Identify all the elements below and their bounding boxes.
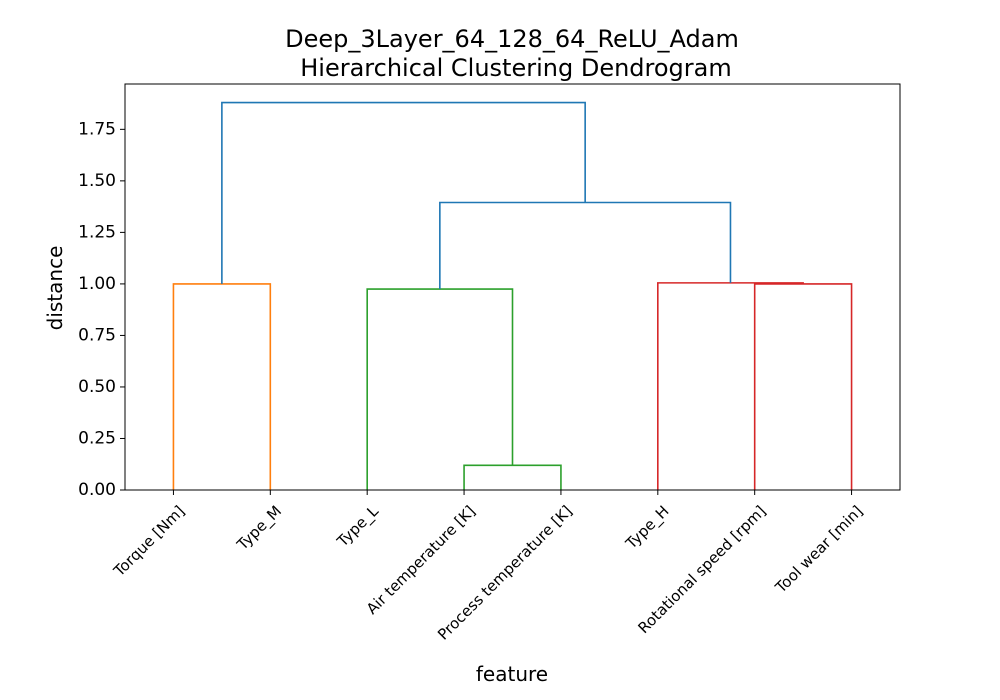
chart-subtitle: Hierarchical Clustering Dendrogram: [300, 54, 732, 82]
y-tick-label: 1.75: [78, 119, 116, 139]
dendrogram-link-2: [172, 283, 272, 490]
y-tick-label: 0.75: [78, 325, 116, 345]
leaf-label: Type_L: [333, 502, 383, 552]
plot-frame: [124, 83, 901, 491]
dendrogram-link-1: [463, 464, 562, 490]
y-tick-label: 0.50: [78, 377, 116, 397]
dendrogram-link-4: [753, 283, 853, 490]
y-tick-label: 1.00: [78, 274, 116, 294]
chart-title: Deep_3Layer_64_128_64_ReLU_Adam: [285, 25, 739, 53]
leaf-label: Type_M: [233, 502, 286, 555]
leaf-label: Type_H: [621, 502, 673, 554]
y-tick-label: 1.50: [78, 171, 116, 191]
leaf-label: Air temperature [K]: [363, 502, 479, 618]
x-axis-label: feature: [476, 662, 548, 686]
dendrogram-link-7: [221, 101, 586, 284]
dendrogram-link-3: [366, 288, 514, 490]
dendrogram-links: [172, 101, 853, 490]
dendrogram-link-5: [657, 282, 804, 490]
leaf-label: Torque [Nm]: [110, 502, 189, 581]
y-tick-label: 0.25: [78, 428, 116, 448]
y-tick-label: 0.00: [78, 480, 116, 500]
y-axis-ticks: 0.00 0.25 0.50 0.75 1.00 1.25 1.50 1.75: [78, 119, 125, 500]
y-tick-label: 1.25: [78, 222, 116, 242]
dendrogram-link-6: [439, 201, 732, 290]
leaf-label: Tool wear [min]: [771, 502, 866, 597]
y-axis-label: distance: [43, 246, 67, 331]
